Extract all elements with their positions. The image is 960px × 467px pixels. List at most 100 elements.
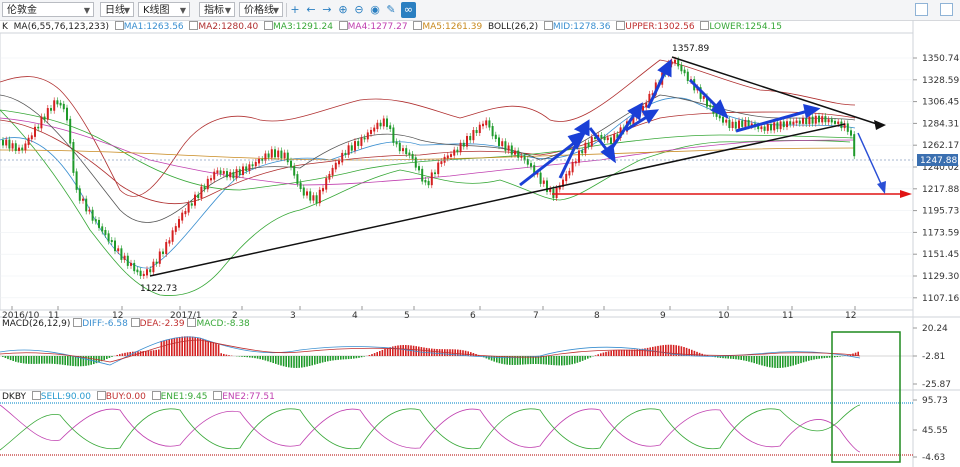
macd-bar [836,356,839,357]
buy-checkbox[interactable] [96,391,106,400]
macd-bar [545,356,547,365]
candle-body [571,161,574,173]
candle-body [565,173,568,182]
trend-arrow [519,138,579,187]
price-line-select[interactable]: 价格线 ▼ [239,2,283,17]
candle-body [731,121,734,129]
candle-body [14,143,17,151]
buy-value: BUY:0.00 [105,392,146,402]
mid-checkbox[interactable] [543,21,553,30]
diff-checkbox[interactable] [73,318,83,327]
candle-body [152,261,155,273]
macd-bar [797,356,800,364]
ma1-checkbox[interactable] [114,21,124,30]
macd-bar [488,356,490,360]
macd-bar [25,356,27,364]
macd-bar [59,356,61,365]
macd-checkbox[interactable] [187,318,197,327]
macd-bar [732,356,735,359]
macd-bar [782,356,784,368]
candle-body [277,150,280,158]
candle-body [338,160,340,165]
window-maximize-icon[interactable] [940,3,953,16]
ma2-checkbox[interactable] [189,21,199,30]
price-tick-label: 1262.17 [922,141,959,151]
macd-bar [202,338,204,356]
macd-bar [657,345,659,356]
macd-bar [163,340,165,356]
arrow-right-icon[interactable]: → [322,3,332,16]
candle-body [706,96,708,107]
macd-bar [834,356,836,358]
macd-legend: MACD(26,12,9) DIFF:-6.58 DEA:-2.39 MACD:… [2,318,250,330]
time-axis: 2016/10 11 12 2017/1 2 3 4 5 6 7 8 9 10 11 12 [2,306,856,321]
candle-body [171,230,174,242]
indicator-select[interactable]: 指标 ▼ [199,2,235,17]
ma5-checkbox[interactable] [413,21,423,30]
dea-checkbox[interactable] [130,318,140,327]
macd-bar [353,356,355,359]
candle-body [50,108,52,111]
zoom-reset-icon[interactable]: ◉ [370,3,380,16]
macd-bar [691,349,693,356]
macd-bar [288,356,290,368]
link-icon[interactable]: ∞ [401,2,416,18]
chart-type-select[interactable]: K线图 ▼ [138,2,190,17]
macd-bar [787,356,789,367]
candle-body [190,203,193,206]
ene2-value: ENE2:77.51 [222,392,275,402]
zoom-out-icon[interactable]: ⊖ [354,3,364,16]
macd-bar [204,339,207,356]
ene2-line [0,404,861,453]
ene2-checkbox[interactable] [213,391,223,400]
crosshair-icon[interactable]: + [290,3,300,16]
macd-bar [295,356,298,368]
candle-body [286,152,289,163]
macd-bar [379,350,381,356]
macd-bar [454,349,456,356]
macd-bar [158,349,160,356]
candle-body [683,69,686,74]
arrow-left-icon[interactable]: ← [306,3,316,16]
trend-arrow [688,78,722,112]
ma3-checkbox[interactable] [264,21,274,30]
macd-bar [462,350,464,356]
window-restore-icon[interactable] [915,3,928,16]
macd-bar [142,351,144,356]
macd-bar [620,349,623,356]
lower-checkbox[interactable] [700,21,710,30]
diff-line [0,336,861,366]
chart-canvas[interactable]: 1350.74 1328.59 1306.45 1284.31 1262.17 1240.… [0,20,960,467]
sell-checkbox[interactable] [31,391,41,400]
macd-bar [748,356,750,362]
main-pane-frame [0,32,914,311]
macd-bar [784,356,787,368]
macd-bar [93,356,95,365]
macd-bar [766,356,768,367]
candle-body [587,142,590,147]
ene1-checkbox[interactable] [151,391,161,400]
macd-bar [373,353,376,356]
candle-body [91,209,94,221]
candle-body [814,115,817,124]
candle-body [741,120,744,127]
upper-checkbox[interactable] [616,21,626,30]
time-tick-label: 2017/1 [170,311,202,321]
candle-body [462,142,465,147]
macd-value: MACD:-8.38 [196,319,250,329]
candle-body [590,137,593,147]
period-select[interactable]: 日线 ▼ [100,2,134,17]
macd-bar [610,350,612,356]
projection-arrow [857,132,883,187]
draw-pen-icon[interactable]: ✎ [386,3,396,16]
ma4-line [0,117,856,186]
ma4-checkbox[interactable] [338,21,348,30]
macd-bar [646,347,649,356]
candle-body [795,120,798,124]
zoom-in-icon[interactable]: ⊕ [338,3,348,16]
symbol-select[interactable]: 伦敦金 ▼ [2,2,94,17]
candle-body [501,141,504,147]
candle-body [146,269,148,276]
candle-body [494,134,497,139]
macd-bar [74,356,77,367]
